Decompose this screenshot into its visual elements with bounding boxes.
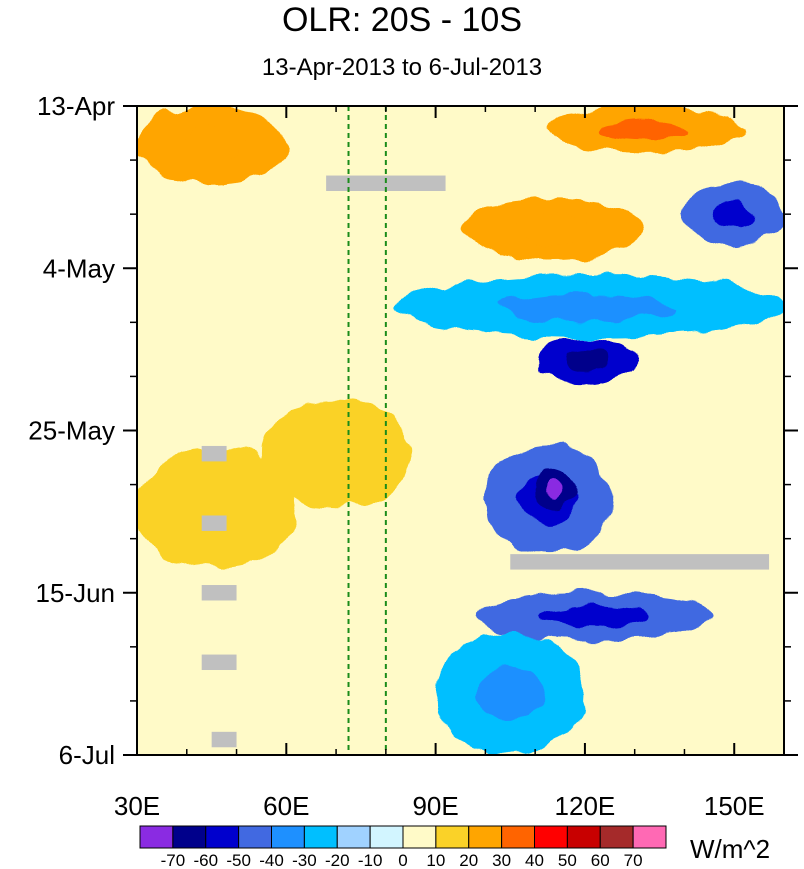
y-tick-label: 4-May <box>43 253 115 283</box>
colorbar-box <box>534 825 568 849</box>
colorbar-label: 50 <box>558 851 577 869</box>
anomaly-core-6 <box>502 292 678 321</box>
anomaly-core-1 <box>178 127 246 163</box>
x-tick-label: 60E <box>263 791 309 821</box>
colorbar-label: -20 <box>325 851 350 869</box>
plot-background <box>137 106 784 755</box>
anomaly-core-2 <box>599 118 690 140</box>
anomaly-core-9 <box>546 479 565 498</box>
x-tick-label: 30E <box>114 791 160 821</box>
colorbar-box <box>205 825 240 849</box>
missing-data-2 <box>510 554 770 570</box>
colorbar-box <box>139 825 174 849</box>
colorbar-box <box>271 825 305 849</box>
colorbar-label: -50 <box>226 851 251 869</box>
colorbar-label: -10 <box>358 851 383 869</box>
reference-lines <box>347 106 387 755</box>
anomaly-core-12 <box>711 200 757 229</box>
anomaly-layer <box>137 106 784 755</box>
colorbar-box <box>303 825 338 849</box>
missing-data-5 <box>201 585 237 601</box>
colorbar-label: 70 <box>624 851 643 869</box>
y-tick-label: 6-Jul <box>59 740 115 770</box>
colorbar-label: 10 <box>426 851 445 869</box>
anomaly-core-3 <box>511 215 595 244</box>
colorbar-box <box>336 825 371 849</box>
plot-area <box>137 106 784 755</box>
chart-subtitle: 13-Apr-2013 to 6-Jul-2013 <box>261 54 543 81</box>
colorbar-label: 40 <box>525 851 544 869</box>
colorbar-label: -60 <box>193 851 218 869</box>
colorbar-box <box>632 825 667 849</box>
colorbar-box <box>369 825 404 849</box>
colorbar-units: W/m^2 <box>690 834 770 864</box>
x-tick-label: 90E <box>412 791 458 821</box>
y-tick-label: 25-May <box>28 416 115 446</box>
y-tick-label: 13-Apr <box>37 91 115 121</box>
colorbar-box <box>501 825 535 849</box>
colorbar-label: -40 <box>259 851 284 869</box>
colorbar-box <box>402 825 437 849</box>
colorbar-label: -30 <box>292 851 317 869</box>
y-axis: 13-Apr 4-May 25-May 15-Jun 6-Jul <box>28 91 798 770</box>
anomaly-core-11 <box>476 665 544 722</box>
x-tick-label: 150E <box>704 791 765 821</box>
colorbar-label: 60 <box>591 851 610 869</box>
colorbar-box <box>172 825 207 849</box>
x-tick-label: 120E <box>555 791 616 821</box>
colorbar-label: 0 <box>398 851 407 869</box>
colorbar-label: 30 <box>492 851 511 869</box>
missing-data-layer <box>201 175 770 748</box>
colorbar-box <box>566 825 601 849</box>
x-axis: 30E 60E 90E 120E 150E <box>114 106 765 821</box>
anomaly-positive-5 <box>261 399 411 508</box>
missing-data-6 <box>201 654 237 671</box>
colorbar-box <box>468 825 503 849</box>
missing-data-3 <box>201 445 227 462</box>
colorbar-box <box>238 825 272 849</box>
colorbar-label: -70 <box>161 851 186 869</box>
missing-data-7 <box>211 731 237 748</box>
y-tick-label: 15-Jun <box>36 578 116 608</box>
colorbar: -70 -60 -50 -40 -30 -20 -10 0 10 20 30 40 50 60 70 <box>139 825 667 869</box>
missing-data-4 <box>201 515 227 531</box>
colorbar-box <box>599 825 634 849</box>
anomaly-positive-4 <box>137 445 297 570</box>
anomaly-core-10 <box>541 605 649 627</box>
chart-title: OLR: 20S - 10S <box>281 1 522 39</box>
missing-data-1 <box>326 175 446 191</box>
colorbar-box <box>435 825 470 849</box>
colorbar-label: 20 <box>459 851 478 869</box>
anomaly-core-7 <box>562 350 608 372</box>
